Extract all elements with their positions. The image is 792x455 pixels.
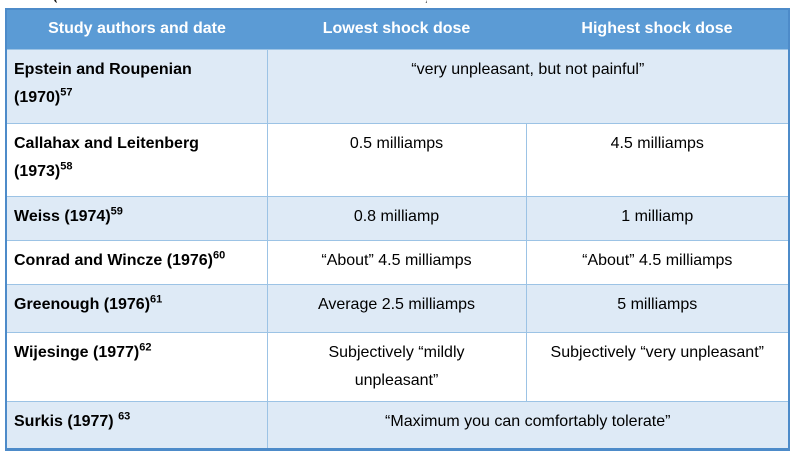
- lowest-dose-cell: 0.5 milliamps: [266, 122, 527, 197]
- cropped-caption-artifact: [54, 0, 57, 4]
- cropped-caption-artifact: [424, 0, 427, 4]
- study-name: Callahax and Leitenberg: [14, 134, 199, 152]
- table-row: Wijesinge (1977)62 Subjectively “mildly …: [5, 331, 790, 402]
- reference-superscript: 61: [150, 293, 163, 306]
- study-date: (1970): [14, 88, 61, 106]
- study-name: Wijesinge (1977): [14, 343, 140, 361]
- study-cell: Epstein and Roupenian (1970)57: [5, 48, 268, 124]
- study-cell: Greenough (1976)61: [5, 283, 268, 333]
- study-name: Greenough (1976): [14, 295, 151, 313]
- shock-dose-studies-table: Study authors and date Lowest shock dose…: [5, 8, 790, 451]
- lowest-dose-cell: Average 2.5 milliamps: [266, 283, 527, 333]
- study-cell: Callahax and Leitenberg (1973)58: [5, 122, 268, 197]
- merged-dose-cell: “Maximum you can comfortably tolerate”: [266, 400, 790, 450]
- column-header-lowest-dose: Lowest shock dose: [267, 9, 526, 50]
- reference-superscript: 57: [60, 86, 73, 99]
- table-row: Callahax and Leitenberg (1973)58 0.5 mill…: [5, 122, 790, 197]
- highest-dose-cell: 5 milliamps: [525, 283, 790, 333]
- study-cell: Weiss (1974)59: [5, 195, 268, 241]
- reference-superscript: 59: [110, 205, 123, 218]
- table-header-row: Study authors and date Lowest shock dose…: [6, 9, 789, 50]
- merged-dose-cell: “very unpleasant, but not painful”: [266, 48, 790, 124]
- table-row: Greenough (1976)61 Average 2.5 milliamps…: [5, 283, 790, 333]
- highest-dose-cell: “About” 4.5 milliamps: [525, 239, 790, 285]
- study-cell: Conrad and Wincze (1976)60: [5, 239, 268, 285]
- study-cell: Surkis (1977) 63: [5, 400, 268, 450]
- highest-dose-cell: Subjectively “very unpleasant”: [525, 331, 790, 402]
- study-date: (1973): [14, 162, 61, 180]
- table-row: Epstein and Roupenian (1970)57 “very unpl…: [5, 48, 790, 124]
- reference-superscript: 60: [213, 249, 226, 262]
- study-name: Surkis (1977): [14, 412, 119, 430]
- table-row: Surkis (1977) 63 “Maximum you can comfor…: [5, 400, 790, 450]
- study-name: Epstein and Roupenian: [14, 60, 192, 78]
- table-row: Weiss (1974)59 0.8 milliamp 1 milliamp: [5, 195, 790, 241]
- study-cell: Wijesinge (1977)62: [5, 331, 268, 402]
- lowest-dose-cell: Subjectively “mildly unpleasant”: [266, 331, 527, 402]
- column-header-study: Study authors and date: [6, 9, 267, 50]
- study-name: Conrad and Wincze (1976): [14, 251, 214, 269]
- reference-superscript: 63: [118, 410, 131, 423]
- reference-superscript: 62: [139, 341, 152, 354]
- highest-dose-cell: 1 milliamp: [525, 195, 790, 241]
- highest-dose-cell: 4.5 milliamps: [525, 122, 790, 197]
- column-header-highest-dose: Highest shock dose: [526, 9, 789, 50]
- study-name: Weiss (1974): [14, 207, 111, 225]
- lowest-dose-cell: 0.8 milliamp: [266, 195, 527, 241]
- table-row: Conrad and Wincze (1976)60 “About” 4.5 m…: [5, 239, 790, 285]
- lowest-dose-cell: “About” 4.5 milliamps: [266, 239, 527, 285]
- reference-superscript: 58: [60, 160, 73, 173]
